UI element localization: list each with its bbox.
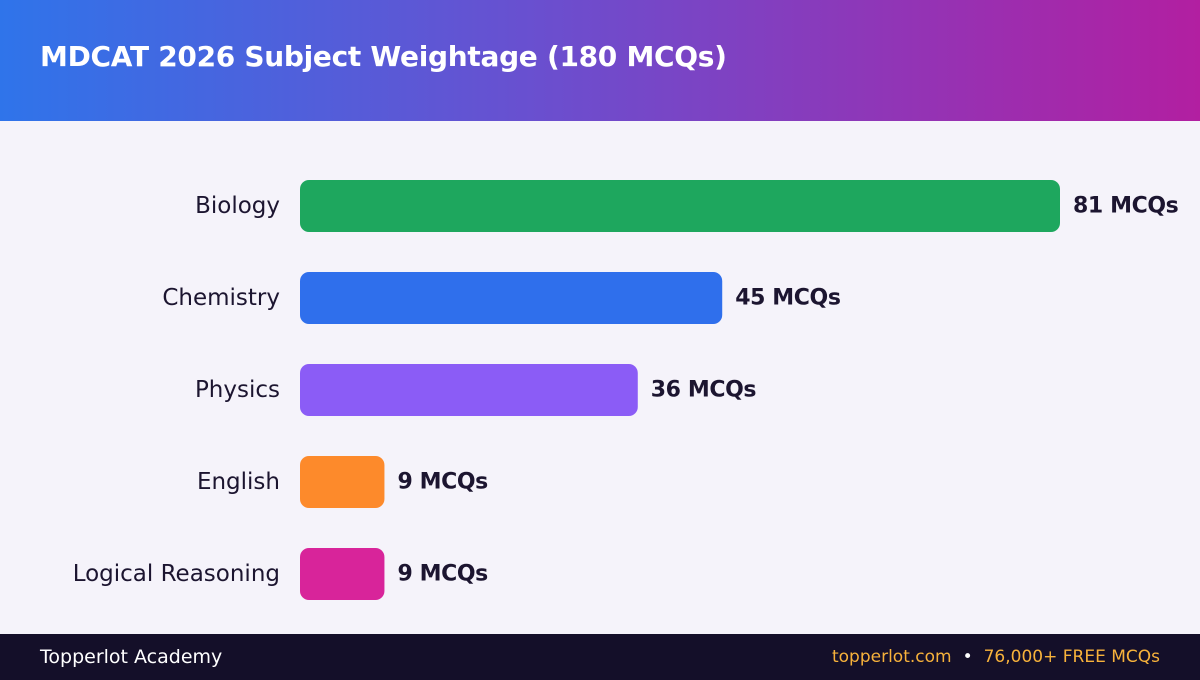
- bar-english: [300, 456, 385, 508]
- bar-physics: [300, 364, 638, 416]
- footer-separator: •: [962, 647, 973, 667]
- category-label-chemistry: Chemistry: [162, 285, 280, 311]
- value-label-chemistry: 45 MCQs: [735, 286, 841, 311]
- footer-site-link[interactable]: topperlot.com: [831, 647, 952, 667]
- footer-brand: Topperlot Academy: [40, 646, 223, 668]
- footer-info: topperlot.com • 76,000+ FREE MCQs: [832, 647, 1160, 667]
- category-label-english: English: [197, 469, 280, 495]
- chart-title: MDCAT 2026 Subject Weightage (180 MCQs): [40, 40, 727, 73]
- category-label-logical-reasoning: Logical Reasoning: [73, 561, 280, 587]
- category-label-biology: Biology: [195, 193, 280, 219]
- footer-tagline: 76,000+ FREE MCQs: [983, 647, 1160, 667]
- value-label-physics: 36 MCQs: [651, 378, 757, 403]
- category-label-physics: Physics: [195, 377, 280, 403]
- footer-bar: Topperlot Academy topperlot.com • 76,000+ …: [0, 634, 1200, 680]
- chart-header: MDCAT 2026 Subject Weightage (180 MCQs): [0, 0, 1200, 121]
- value-label-biology: 81 MCQs: [1073, 194, 1179, 219]
- bar-chemistry: [300, 272, 723, 324]
- bar-chart: Biology 81 MCQs Chemistry 45 MCQs Physics 36 …: [73, 180, 1179, 600]
- value-label-logical-reasoning: 9 MCQs: [397, 562, 488, 587]
- bar-logical-reasoning: [300, 548, 385, 600]
- bar-biology: [300, 180, 1060, 232]
- value-label-english: 9 MCQs: [397, 470, 488, 495]
